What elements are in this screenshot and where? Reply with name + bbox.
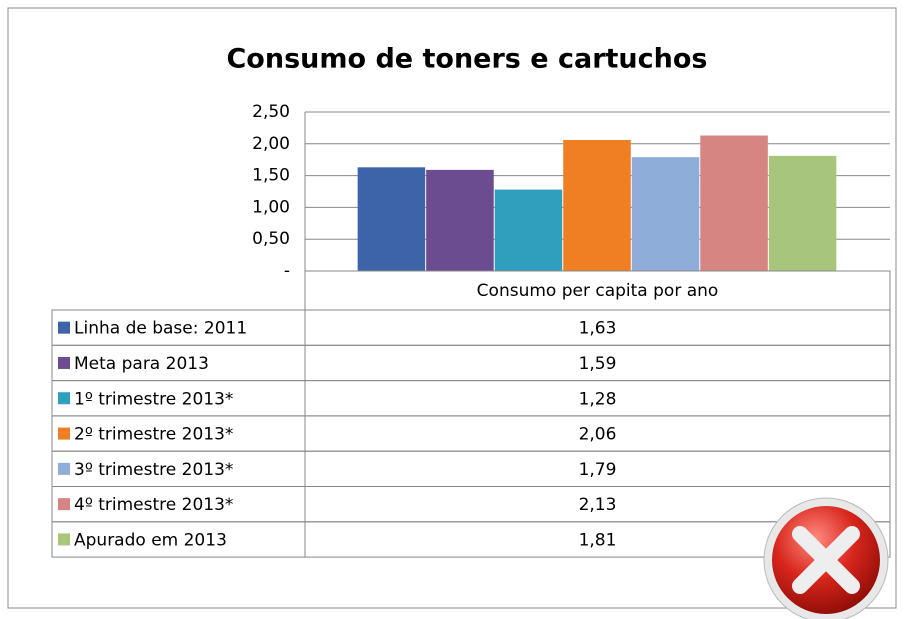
bar — [768, 155, 837, 271]
legend-swatch — [58, 356, 70, 369]
legend-label: 2º trimestre 2013* — [74, 425, 233, 445]
bar — [631, 157, 700, 271]
table-value: 1,63 — [579, 319, 617, 339]
legend-label: Meta para 2013 — [74, 354, 209, 374]
table-value: 1,59 — [579, 354, 617, 374]
table-header: Consumo per capita por ano — [477, 281, 719, 301]
legend-label: 3º trimestre 2013* — [74, 460, 233, 480]
y-tick-label: 2,00 — [252, 134, 290, 154]
legend-label: 1º trimestre 2013* — [74, 389, 233, 409]
chart-title: Consumo de toners e cartuchos — [226, 44, 707, 75]
bar — [700, 135, 768, 271]
legend-label: Linha de base: 2011 — [74, 319, 247, 339]
bar — [494, 189, 563, 271]
y-tick-label: - — [284, 261, 290, 281]
error-icon — [763, 497, 889, 619]
table-value: 1,81 — [579, 530, 617, 550]
y-tick-label: 2,50 — [252, 102, 290, 122]
legend-label: 4º trimestre 2013* — [74, 495, 233, 515]
table-value: 1,28 — [579, 389, 617, 409]
table-value-cell — [304, 521, 891, 558]
table-value: 2,06 — [579, 425, 617, 445]
y-tick-label: 1,00 — [252, 197, 290, 217]
bar — [357, 167, 426, 271]
legend-swatch — [58, 321, 70, 334]
table-value: 1,79 — [579, 460, 617, 480]
bar — [563, 139, 631, 271]
y-tick-label: 1,50 — [252, 166, 290, 186]
legend-swatch — [58, 498, 70, 511]
chart-border — [7, 7, 897, 609]
table-value: 2,13 — [579, 495, 617, 515]
legend-swatch — [58, 462, 70, 475]
legend-label: Apurado em 2013 — [74, 530, 227, 550]
legend-swatch — [58, 392, 70, 405]
bar — [426, 169, 494, 271]
legend-swatch — [58, 427, 70, 440]
legend-swatch — [58, 533, 70, 546]
y-tick-label: 0,50 — [252, 229, 290, 249]
